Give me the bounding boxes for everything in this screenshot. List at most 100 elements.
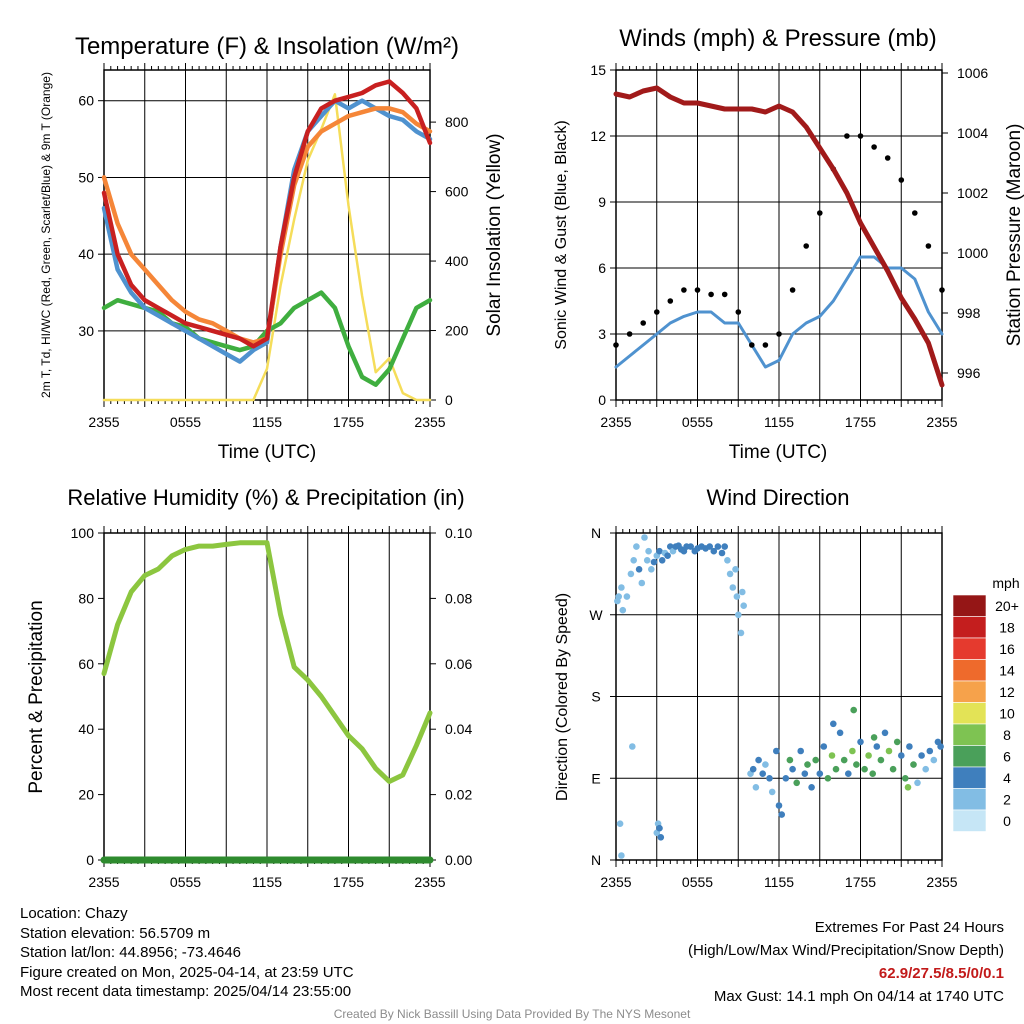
direction-point [648,566,655,573]
wind-xtick-label: 2355 [926,414,957,430]
gust-point [762,342,769,348]
dir-ytick-label: W [589,607,603,623]
wind-ytick-right-label: 1004 [957,125,988,141]
gust-point [884,155,891,161]
temp-right-axis-label: Solar Insolation (Yellow) [484,133,505,336]
direction-point [618,584,625,591]
rh-left-axis-label: Percent & Precipitation [26,600,47,793]
colorbar-label: 6 [1003,749,1011,765]
direction-point [739,588,746,596]
wind-ytick-right-label: 996 [957,365,981,381]
direction-point [759,770,766,777]
colorbar-swatch [952,766,987,789]
rh-ytick-label: 80 [78,590,94,606]
temp-ytick-right-label: 800 [445,114,469,130]
gust-point [735,309,742,315]
dir-xtick-label: 1155 [764,874,794,890]
direction-point [857,738,864,746]
wind-xtick-label: 1755 [845,414,876,430]
series-line-solar-insolation [102,93,432,402]
dir-xtick-label: 2355 [926,874,957,890]
direction-point [820,743,828,750]
extremes-title: Extremes For Past 24 Hours [814,919,1004,936]
direction-point [793,779,800,787]
temp-ytick-right-label: 400 [445,253,469,269]
recent-data-text: Most recent data timestamp: 2025/04/14 2… [20,983,352,1000]
colorbar-label: 20+ [995,598,1019,614]
colorbar-swatch [952,616,987,639]
direction-point [749,765,757,773]
direction-point [893,738,901,746]
direction-point [645,547,652,555]
colorbar-swatch [952,702,987,725]
direction-point [664,552,671,559]
direction-point [619,606,627,614]
temp-chart-title: Temperature (F) & Insolation (W/m²) [75,33,459,60]
gust-point [803,243,809,249]
dir-xtick-label: 0555 [682,874,713,890]
direction-point [755,756,762,764]
temp-left-axis-label: 2m T, Td, HI/WC (Red, Green, Scarlet/Blu… [39,72,53,398]
rh-xtick-label: 0555 [170,874,201,890]
direction-point [687,543,694,550]
direction-point [849,747,856,755]
direction-point [922,765,929,773]
wind-ytick-label: 3 [598,326,606,342]
direction-point [786,756,794,764]
direction-point [914,779,921,787]
direction-point [812,756,819,764]
latlon-text: Station lat/lon: 44.8956; -73.4646 [20,944,242,961]
direction-point [850,706,857,714]
colorbar-swatch [952,809,987,832]
rh-xtick-label: 2355 [88,874,119,890]
gust-point [721,291,728,298]
wind-ytick-right-label: 998 [957,305,981,321]
direction-point [870,734,878,741]
gust-point [912,210,918,216]
wind-xtick-label: 1155 [764,414,794,430]
rh-ytick-right-label: 0.10 [445,525,472,541]
direction-point [740,602,747,609]
colorbar-label: 4 [1003,770,1011,786]
colorbar-units-label: mph [992,575,1019,591]
direction-point [656,824,663,832]
wind-ytick-label: 9 [598,194,606,210]
colorbar-label: 8 [1003,727,1011,743]
direction-point [623,593,631,600]
direction-point [816,770,824,777]
direction-point [930,756,938,764]
created-text: Figure created on Mon, 2025-04-14, at 23… [20,963,354,981]
temp-ytick-right-label: 600 [445,184,469,200]
rh-ytick-label: 40 [78,721,94,737]
colorbar-swatch [952,723,987,746]
extremes-values: 62.9/27.5/8.5/0/0.1 [878,965,1004,982]
temp-x-axis-label: Time (UTC) [218,442,317,463]
series-line-station-pressure [613,85,945,388]
direction-point [752,784,760,791]
gust-point [681,287,687,293]
direction-point [724,557,731,564]
wind-direction-title: Wind Direction [706,485,849,510]
direction-point [633,543,640,550]
direction-point [910,761,917,768]
direction-point [808,784,815,791]
direction-point [641,534,648,541]
direction-point [898,752,905,759]
wind-ytick-label: 6 [598,260,606,276]
colorbar-label: 18 [999,620,1015,636]
direction-point [615,593,622,600]
direction-point [918,752,925,759]
rh-ytick-right-label: 0.04 [445,721,472,737]
direction-point [735,611,742,619]
direction-point [616,820,624,827]
wind-ytick-right-label: 1002 [957,185,988,201]
temp-ytick-right-label: 0 [445,392,453,408]
direction-point [762,761,769,768]
direction-point [718,549,726,557]
wind-x-axis-label: Time (UTC) [729,442,828,463]
wind-ytick-label: 12 [590,128,606,144]
direction-point [881,729,889,737]
direction-point [656,547,663,555]
temp-xtick-label: 2355 [88,414,119,430]
